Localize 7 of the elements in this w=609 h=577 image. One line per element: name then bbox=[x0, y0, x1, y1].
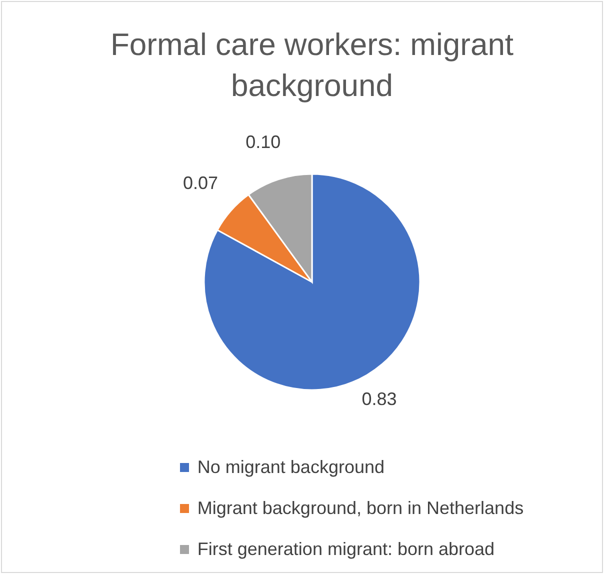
legend-label: First generation migrant: born abroad bbox=[197, 539, 495, 560]
chart-title: Formal care workers: migrant background bbox=[109, 26, 515, 105]
legend-label: No migrant background bbox=[197, 457, 384, 478]
data-label: 0.83 bbox=[362, 389, 397, 410]
data-label: 0.07 bbox=[182, 173, 218, 194]
legend-label: Migrant background, born in Netherlands bbox=[197, 498, 524, 519]
data-label: 0.10 bbox=[246, 132, 281, 152]
